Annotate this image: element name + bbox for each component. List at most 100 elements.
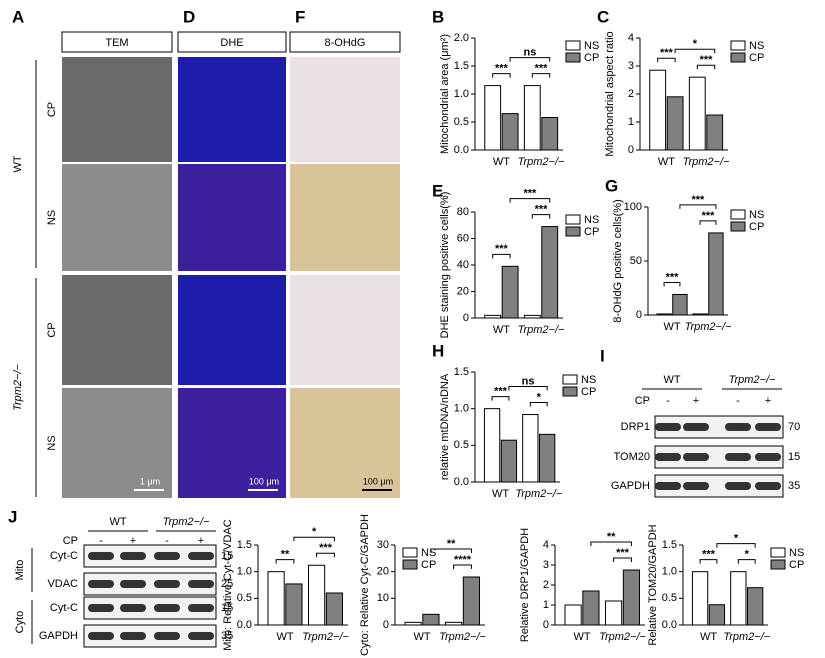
blot-band xyxy=(725,423,751,431)
blot-row-label: Cyt-C xyxy=(50,602,78,614)
legend-swatch xyxy=(402,559,418,570)
panel-letter: E xyxy=(432,181,443,200)
micrograph xyxy=(178,164,286,271)
significance-bracket xyxy=(737,559,756,564)
legend-swatch xyxy=(565,52,581,63)
significance-bracket xyxy=(699,559,718,564)
y-tick-label: 0 xyxy=(628,144,634,156)
fraction-label: Cyto xyxy=(14,611,26,634)
y-tick-label: 1.5 xyxy=(454,366,469,378)
significance-bracket xyxy=(663,281,681,287)
x-tick-label: Trpm2−/− xyxy=(518,324,565,336)
significance-label: *** xyxy=(616,547,630,559)
y-tick-label: 2.0 xyxy=(454,32,469,44)
blot-band xyxy=(120,580,146,588)
significance-label: * xyxy=(537,391,542,403)
fraction-label: Mito xyxy=(14,560,26,581)
significance-label: ns xyxy=(523,47,536,59)
significance-label: * xyxy=(693,38,698,50)
bar xyxy=(672,293,688,316)
bar xyxy=(501,113,519,151)
blot-band xyxy=(154,552,180,560)
y-tick-label: 0 xyxy=(383,619,389,631)
blot-band xyxy=(683,423,709,431)
bar xyxy=(500,439,518,483)
bar xyxy=(484,314,502,319)
blot-band xyxy=(655,423,681,431)
x-tick-label: Trpm2−/− xyxy=(723,631,770,643)
bar xyxy=(307,564,326,626)
x-tick-label: Trpm2−/− xyxy=(302,631,349,643)
x-tick-label: Trpm2−/− xyxy=(683,156,730,168)
y-tick-label: 1 xyxy=(628,116,634,128)
row-label: NS xyxy=(46,435,58,450)
blot-row-label: TOM20 xyxy=(614,451,650,463)
bar xyxy=(604,600,623,626)
x-tick-label: Trpm2−/− xyxy=(518,156,565,168)
bar xyxy=(267,571,285,626)
bar xyxy=(691,571,709,626)
y-tick-label: 1.0 xyxy=(454,403,469,415)
y-axis-label: Cyto: Relative Cyt-C/GAPDH xyxy=(359,514,371,656)
bar xyxy=(539,433,556,483)
bar xyxy=(523,85,541,151)
y-tick-label: 2 xyxy=(543,579,549,591)
significance-bracket xyxy=(492,73,511,78)
x-tick-label: WT xyxy=(573,631,590,643)
significance-label: * xyxy=(734,533,739,545)
blot-row-label: DRP1 xyxy=(621,421,650,433)
column-header: TEM xyxy=(105,37,128,49)
scale-bar-label: 100 μm xyxy=(249,476,279,486)
blot-band xyxy=(755,482,781,490)
blot-band xyxy=(188,552,214,560)
legend-label: NS xyxy=(749,40,764,52)
bar xyxy=(325,592,344,626)
panel-letter: J xyxy=(8,507,17,526)
blot-band xyxy=(88,580,114,588)
y-tick-label: 10 xyxy=(377,592,389,604)
blot-group: Trpm2−/− xyxy=(729,374,776,386)
blot-weight: 15 xyxy=(788,451,800,463)
micrograph xyxy=(290,388,400,498)
significance-label: *** xyxy=(666,271,680,283)
micrograph xyxy=(178,388,286,498)
panel-letter: H xyxy=(432,341,444,360)
x-tick-label: WT xyxy=(413,631,430,643)
micrograph xyxy=(62,164,172,271)
y-axis-label: DHE staining positive cells(%) xyxy=(439,192,451,339)
y-tick-label: 1.0 xyxy=(237,566,252,578)
significance-label: *** xyxy=(523,187,537,199)
y-tick-label: 1 xyxy=(543,599,549,611)
bar xyxy=(483,408,501,483)
significance-label: *** xyxy=(535,203,549,215)
legend-label: CP xyxy=(789,559,804,571)
blot-strip xyxy=(83,572,217,596)
y-tick-label: 3 xyxy=(628,60,634,72)
blot-band xyxy=(154,632,180,640)
y-tick-label: 4 xyxy=(543,539,549,551)
x-tick-label: WT xyxy=(492,488,509,500)
significance-label: ** xyxy=(607,531,616,543)
panel-letter: I xyxy=(600,346,605,365)
blot-sign: + xyxy=(130,535,136,547)
blot-weight: 35 xyxy=(788,480,800,492)
significance-bracket xyxy=(699,220,717,225)
column-header: DHE xyxy=(220,37,243,49)
blot-sign: + xyxy=(693,395,699,407)
micrograph xyxy=(62,57,172,162)
blot-band xyxy=(120,552,146,560)
blot-band xyxy=(88,604,114,612)
y-tick-label: 1.5 xyxy=(454,60,469,72)
y-axis-label: Mito: Relative Cyt-C/VDAC xyxy=(222,519,234,650)
column-header-box xyxy=(61,31,173,53)
blot-band xyxy=(655,482,681,490)
x-tick-label: WT xyxy=(700,631,717,643)
significance-bracket xyxy=(613,557,632,562)
blot-band xyxy=(88,552,114,560)
bar xyxy=(666,96,684,151)
y-tick-label: 2 xyxy=(628,88,634,100)
x-tick-label: Trpm2−/− xyxy=(439,631,486,643)
x-tick-label: Trpm2−/− xyxy=(515,488,562,500)
